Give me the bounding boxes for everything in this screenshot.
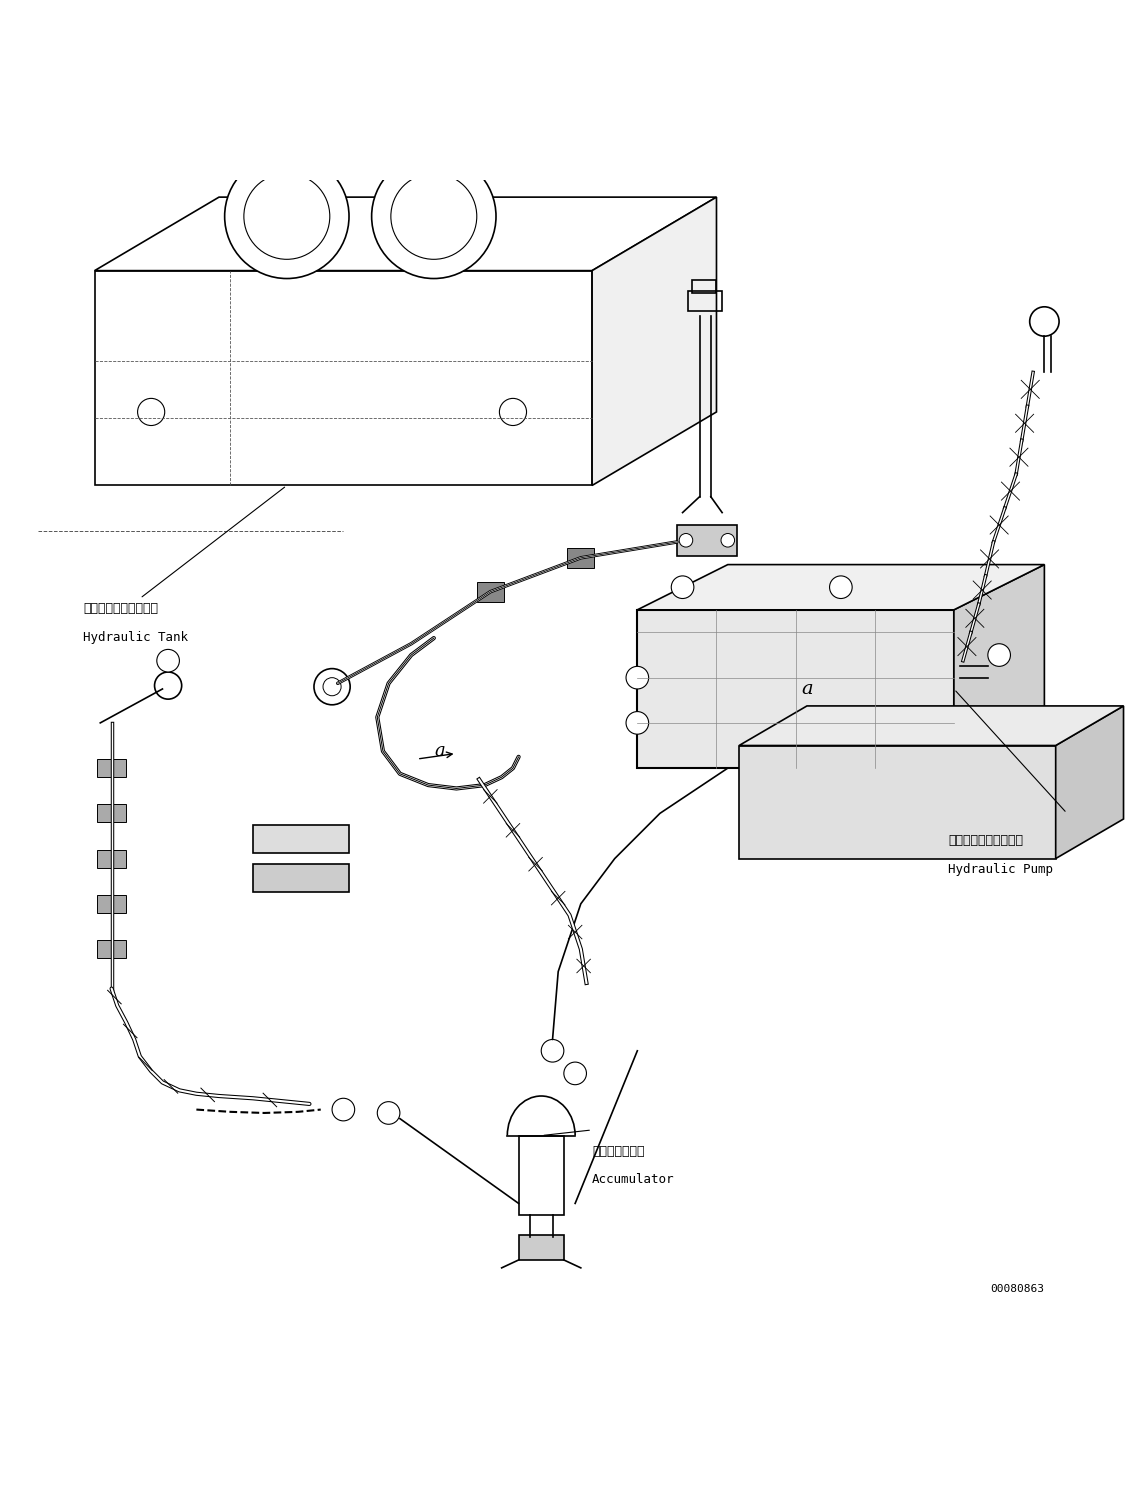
Bar bbox=[518, 1235, 564, 1260]
Circle shape bbox=[1030, 307, 1059, 335]
Circle shape bbox=[626, 711, 648, 734]
Circle shape bbox=[157, 650, 180, 672]
Text: 00080863: 00080863 bbox=[991, 1284, 1044, 1294]
Polygon shape bbox=[95, 197, 716, 271]
Circle shape bbox=[499, 398, 526, 425]
Text: Hydraulic Tank: Hydraulic Tank bbox=[83, 631, 188, 644]
Circle shape bbox=[721, 534, 735, 547]
Circle shape bbox=[377, 1102, 400, 1124]
Polygon shape bbox=[592, 197, 716, 486]
Circle shape bbox=[564, 1062, 587, 1084]
Circle shape bbox=[371, 154, 495, 279]
Circle shape bbox=[671, 576, 694, 598]
Polygon shape bbox=[677, 525, 737, 556]
Circle shape bbox=[138, 398, 165, 425]
Text: ハイドロリックポンプ: ハイドロリックポンプ bbox=[949, 835, 1023, 847]
Polygon shape bbox=[739, 746, 1056, 859]
Bar bbox=[97, 804, 126, 823]
Text: ハイドロリックタンク: ハイドロリックタンク bbox=[83, 602, 158, 616]
Circle shape bbox=[679, 534, 693, 547]
Circle shape bbox=[541, 1039, 564, 1062]
Bar bbox=[477, 581, 503, 602]
Circle shape bbox=[224, 154, 349, 279]
Polygon shape bbox=[954, 565, 1044, 768]
Text: Hydraulic Pump: Hydraulic Pump bbox=[949, 862, 1054, 875]
Circle shape bbox=[314, 668, 350, 705]
Circle shape bbox=[988, 644, 1010, 666]
Polygon shape bbox=[1056, 705, 1123, 859]
Bar bbox=[567, 547, 595, 568]
Text: アキュムレータ: アキュムレータ bbox=[592, 1145, 645, 1159]
Text: Accumulator: Accumulator bbox=[592, 1173, 674, 1187]
Bar bbox=[97, 850, 126, 868]
Circle shape bbox=[626, 666, 648, 689]
Text: a: a bbox=[434, 743, 445, 760]
Text: a: a bbox=[801, 680, 813, 698]
Bar bbox=[97, 895, 126, 912]
Circle shape bbox=[333, 1099, 354, 1121]
Bar bbox=[518, 1136, 564, 1215]
Polygon shape bbox=[638, 565, 1044, 610]
Bar bbox=[97, 939, 126, 959]
Bar bbox=[691, 280, 716, 294]
Bar bbox=[688, 291, 722, 312]
Polygon shape bbox=[253, 825, 349, 853]
Polygon shape bbox=[638, 610, 954, 768]
Polygon shape bbox=[739, 705, 1123, 746]
Circle shape bbox=[155, 672, 182, 699]
Circle shape bbox=[829, 576, 852, 598]
Polygon shape bbox=[253, 865, 349, 893]
Circle shape bbox=[945, 652, 974, 681]
Polygon shape bbox=[95, 271, 592, 486]
Bar bbox=[97, 759, 126, 777]
